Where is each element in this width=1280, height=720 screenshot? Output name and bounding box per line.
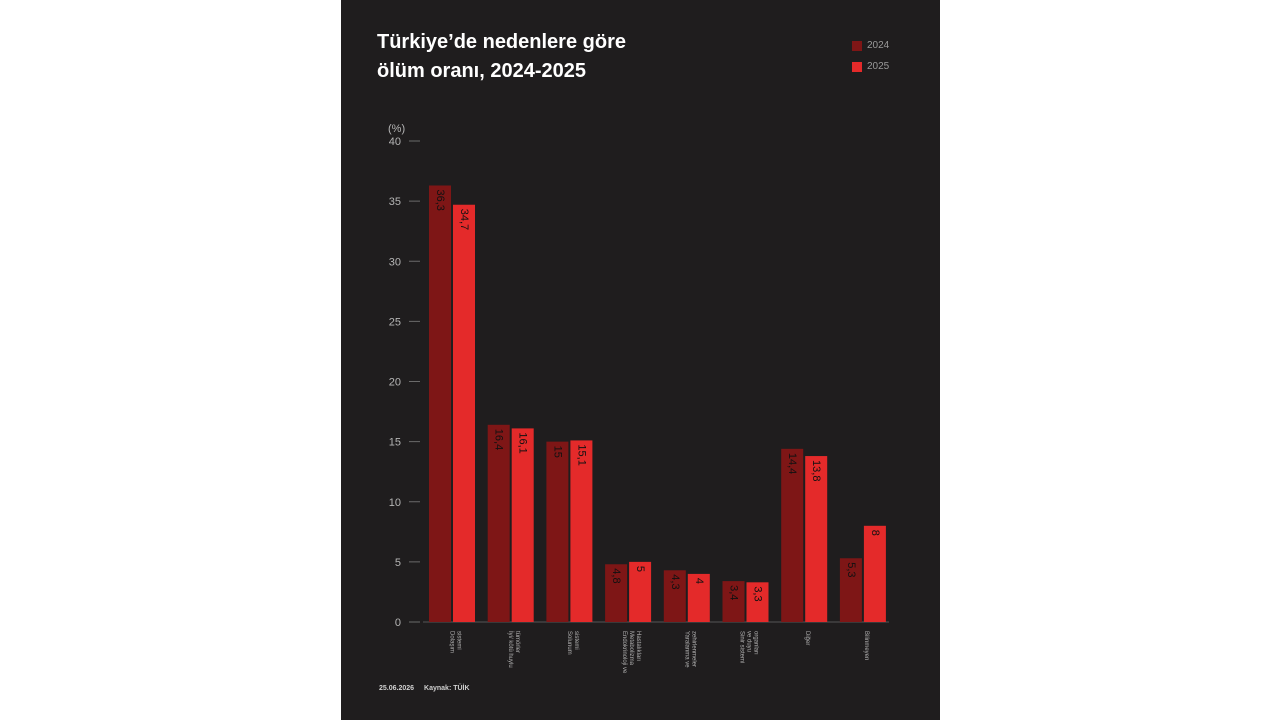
legend-swatch-2024 — [852, 40, 862, 51]
category-label-line: Hastalıkları — [635, 631, 641, 661]
bar-value-label-2024-0: 36,3 — [434, 189, 446, 210]
category-label-line: sistemi — [456, 631, 462, 650]
category-label-line: Yaralanma ve — [683, 631, 689, 668]
bar-value-label-2024-4: 4,3 — [669, 574, 681, 589]
category-label-line: Endokrinoloji ve — [621, 631, 627, 674]
bar-value-label-2025-0: 34,7 — [458, 209, 470, 230]
legend-label-2024: 2024 — [867, 40, 890, 51]
chart-card: Türkiye’de nedenlere göre ölüm oranı, 20… — [341, 0, 940, 720]
bar-value-label-2024-2: 15 — [551, 446, 563, 458]
y-tick-label: 40 — [389, 136, 401, 148]
category-label-line: Diğer — [804, 631, 810, 645]
category-label-line: Solunum — [566, 631, 572, 655]
bar-value-label-2024-3: 4,8 — [610, 568, 622, 583]
bar-2024-6 — [781, 448, 804, 622]
bar-2024-3 — [605, 564, 628, 622]
legend-item-2025: 2025 — [852, 61, 889, 72]
bar-value-label-2024-6: 14,4 — [786, 453, 798, 474]
bar-2024-7 — [839, 558, 862, 622]
bar-value-label-2025-6: 13,8 — [810, 460, 822, 481]
category-label-line: Dolaşım — [449, 631, 455, 653]
bar-2024-0 — [429, 185, 451, 622]
category-label-7: Bilinmeyen — [863, 631, 869, 660]
bar-value-label-2025-2: 15,1 — [575, 444, 587, 465]
y-tick-label: 20 — [389, 377, 401, 389]
legend-label-2025: 2025 — [867, 61, 890, 72]
category-label-line: Metabolizma — [628, 631, 634, 666]
chart-footer: 25.06.2026 Kaynak: TÜİK — [379, 685, 470, 692]
bar-value-label-2025-3: 5 — [634, 566, 646, 572]
category-label-4: Yaralanma ve zehirlenmeler — [683, 631, 696, 668]
bar-value-label-2025-1: 16,1 — [517, 432, 529, 453]
chart-title-line-2: ölüm oranı, 2024-2025 — [377, 60, 586, 82]
bar-2025-4 — [687, 573, 710, 622]
y-tick-label: 25 — [389, 316, 401, 328]
bar-value-label-2025-7: 8 — [869, 530, 881, 536]
category-label-line: tümörler — [514, 631, 520, 653]
bar-value-label-2025-5: 3,3 — [752, 586, 764, 601]
bar-value-label-2024-5: 3,4 — [728, 585, 740, 600]
category-label-line: Sinir sistemi — [739, 631, 745, 663]
bar-2025-6 — [805, 456, 828, 622]
category-label-0: Dolaşım sistemi — [449, 631, 462, 653]
bar-2025-7 — [863, 525, 886, 622]
category-label-line: sistemi — [573, 631, 579, 650]
chart-title-line-1: Türkiye’de nedenlere göre — [377, 31, 626, 53]
category-label-5: Sinir sistemi ve duyu organları — [739, 631, 759, 663]
y-tick-label: 5 — [395, 557, 401, 569]
bar-2025-3 — [629, 561, 652, 622]
y-tick-label: 0 — [395, 617, 401, 629]
y-tick-label: 10 — [389, 497, 401, 509]
category-label-line: Bilinmeyen — [863, 631, 869, 660]
footer-date: 25.06.2026 — [379, 685, 415, 692]
chart-title: Türkiye’de nedenlere göre ölüm oranı, 20… — [377, 28, 697, 86]
bar-2025-5 — [746, 582, 769, 622]
y-axis-unit-label: (%) — [388, 123, 405, 135]
bar-2024-5 — [722, 581, 745, 622]
category-label-2: Solunum sistemi — [566, 631, 579, 655]
y-tick-label: 15 — [389, 437, 401, 449]
legend-item-2024: 2024 — [852, 40, 889, 51]
bar-2025-0 — [453, 204, 475, 623]
bar-2024-2 — [546, 441, 569, 622]
category-label-1: İyi/ kötü huylu tümörler — [507, 631, 520, 668]
category-label-line: İyi/ kötü huylu — [507, 631, 514, 668]
category-label-line: ve duyu — [746, 631, 752, 652]
y-tick-label: 35 — [389, 196, 401, 208]
category-label-line: organları — [753, 631, 759, 655]
category-label-3: Endokrinoloji ve Metabolizma Hastalıkları — [621, 631, 641, 674]
legend-swatch-2025 — [852, 61, 862, 72]
bar-2025-1 — [511, 428, 534, 622]
bar-value-label-2024-1: 16,4 — [493, 429, 505, 450]
bar-value-label-2025-4: 4 — [693, 578, 705, 584]
bar-2024-4 — [663, 570, 686, 622]
bar-2025-2 — [570, 440, 593, 622]
category-label-6: Diğer — [804, 631, 810, 645]
bar-2024-1 — [487, 424, 510, 622]
bar-value-label-2024-7: 5,3 — [845, 562, 857, 577]
footer-source: Kaynak: TÜİK — [424, 685, 470, 692]
category-label-line: zehirlenmeler — [690, 631, 696, 667]
y-tick-label: 30 — [389, 256, 401, 268]
